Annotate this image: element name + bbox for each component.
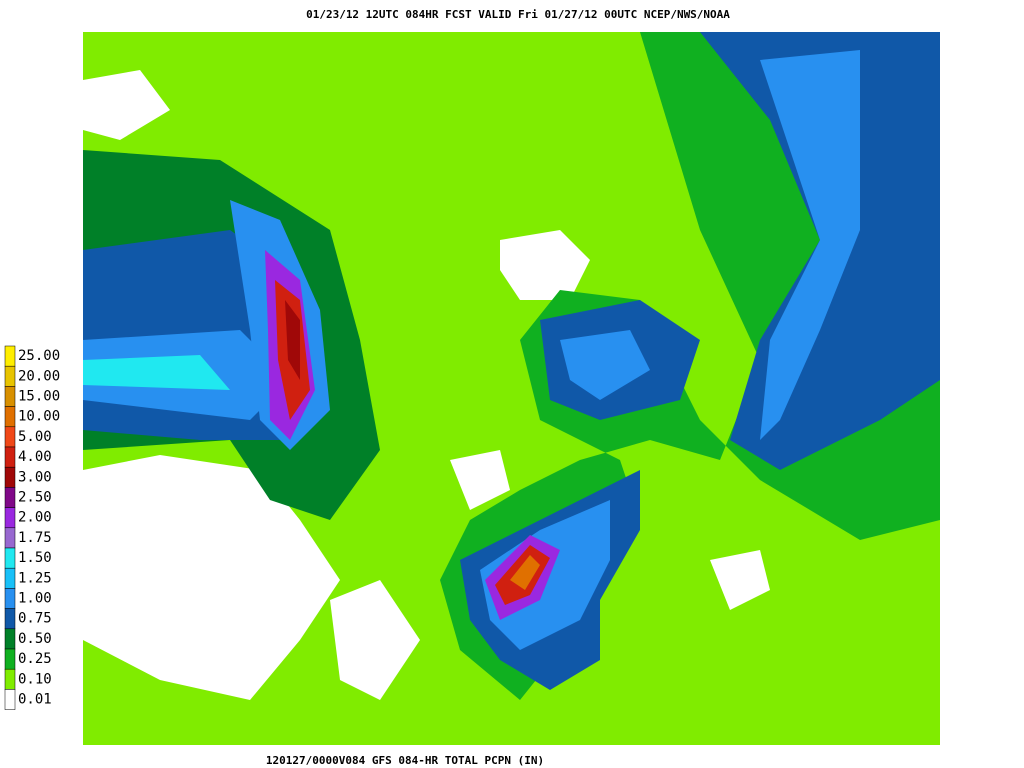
legend-label: 3.00 (18, 469, 52, 485)
legend-swatch (4, 487, 16, 508)
legend-label: 1.75 (18, 530, 52, 546)
legend-swatch (4, 608, 16, 630)
legend-swatch (4, 446, 16, 468)
legend-swatch (4, 507, 16, 529)
legend-swatch (4, 386, 16, 407)
legend-swatch (4, 426, 16, 448)
legend-swatch (4, 365, 16, 387)
legend-swatch (4, 345, 16, 367)
precip-map (83, 32, 940, 745)
legend-label: 1.00 (18, 591, 52, 607)
legend-label: 0.75 (18, 611, 52, 627)
legend-swatch (4, 406, 16, 428)
legend-label: 1.25 (18, 570, 52, 586)
legend-swatch (4, 527, 16, 549)
legend-label: 0.25 (18, 651, 52, 667)
legend-swatch (4, 567, 16, 589)
legend-label: 4.00 (18, 449, 52, 465)
legend-swatch (4, 547, 16, 569)
legend-label: 0.10 (18, 671, 52, 687)
legend-label: 0.50 (18, 631, 52, 647)
legend-swatch (4, 588, 16, 609)
legend-label: 1.50 (18, 550, 52, 566)
legend: 25.00 20.00 15.00 10.00 5.00 4.00 3.00 2.50 2.00… (4, 345, 60, 710)
legend-label: 25.00 (18, 348, 60, 364)
map-caption: 120127/0000V084 GFS 084-HR TOTAL PCPN (I… (266, 754, 544, 767)
legend-swatch (4, 648, 16, 670)
legend-label: 2.50 (18, 490, 52, 506)
legend-swatch (4, 466, 16, 488)
legend-swatch (4, 689, 16, 710)
legend-label: 2.00 (18, 510, 52, 526)
legend-label: 20.00 (18, 368, 60, 384)
legend-label: 0.01 (18, 692, 52, 708)
legend-label: 15.00 (18, 389, 60, 405)
legend-label: 5.00 (18, 429, 52, 445)
legend-swatch (4, 628, 16, 650)
map-title: 01/23/12 12UTC 084HR FCST VALID Fri 01/2… (306, 8, 730, 21)
legend-swatch (4, 668, 16, 690)
legend-label: 10.00 (18, 409, 60, 425)
